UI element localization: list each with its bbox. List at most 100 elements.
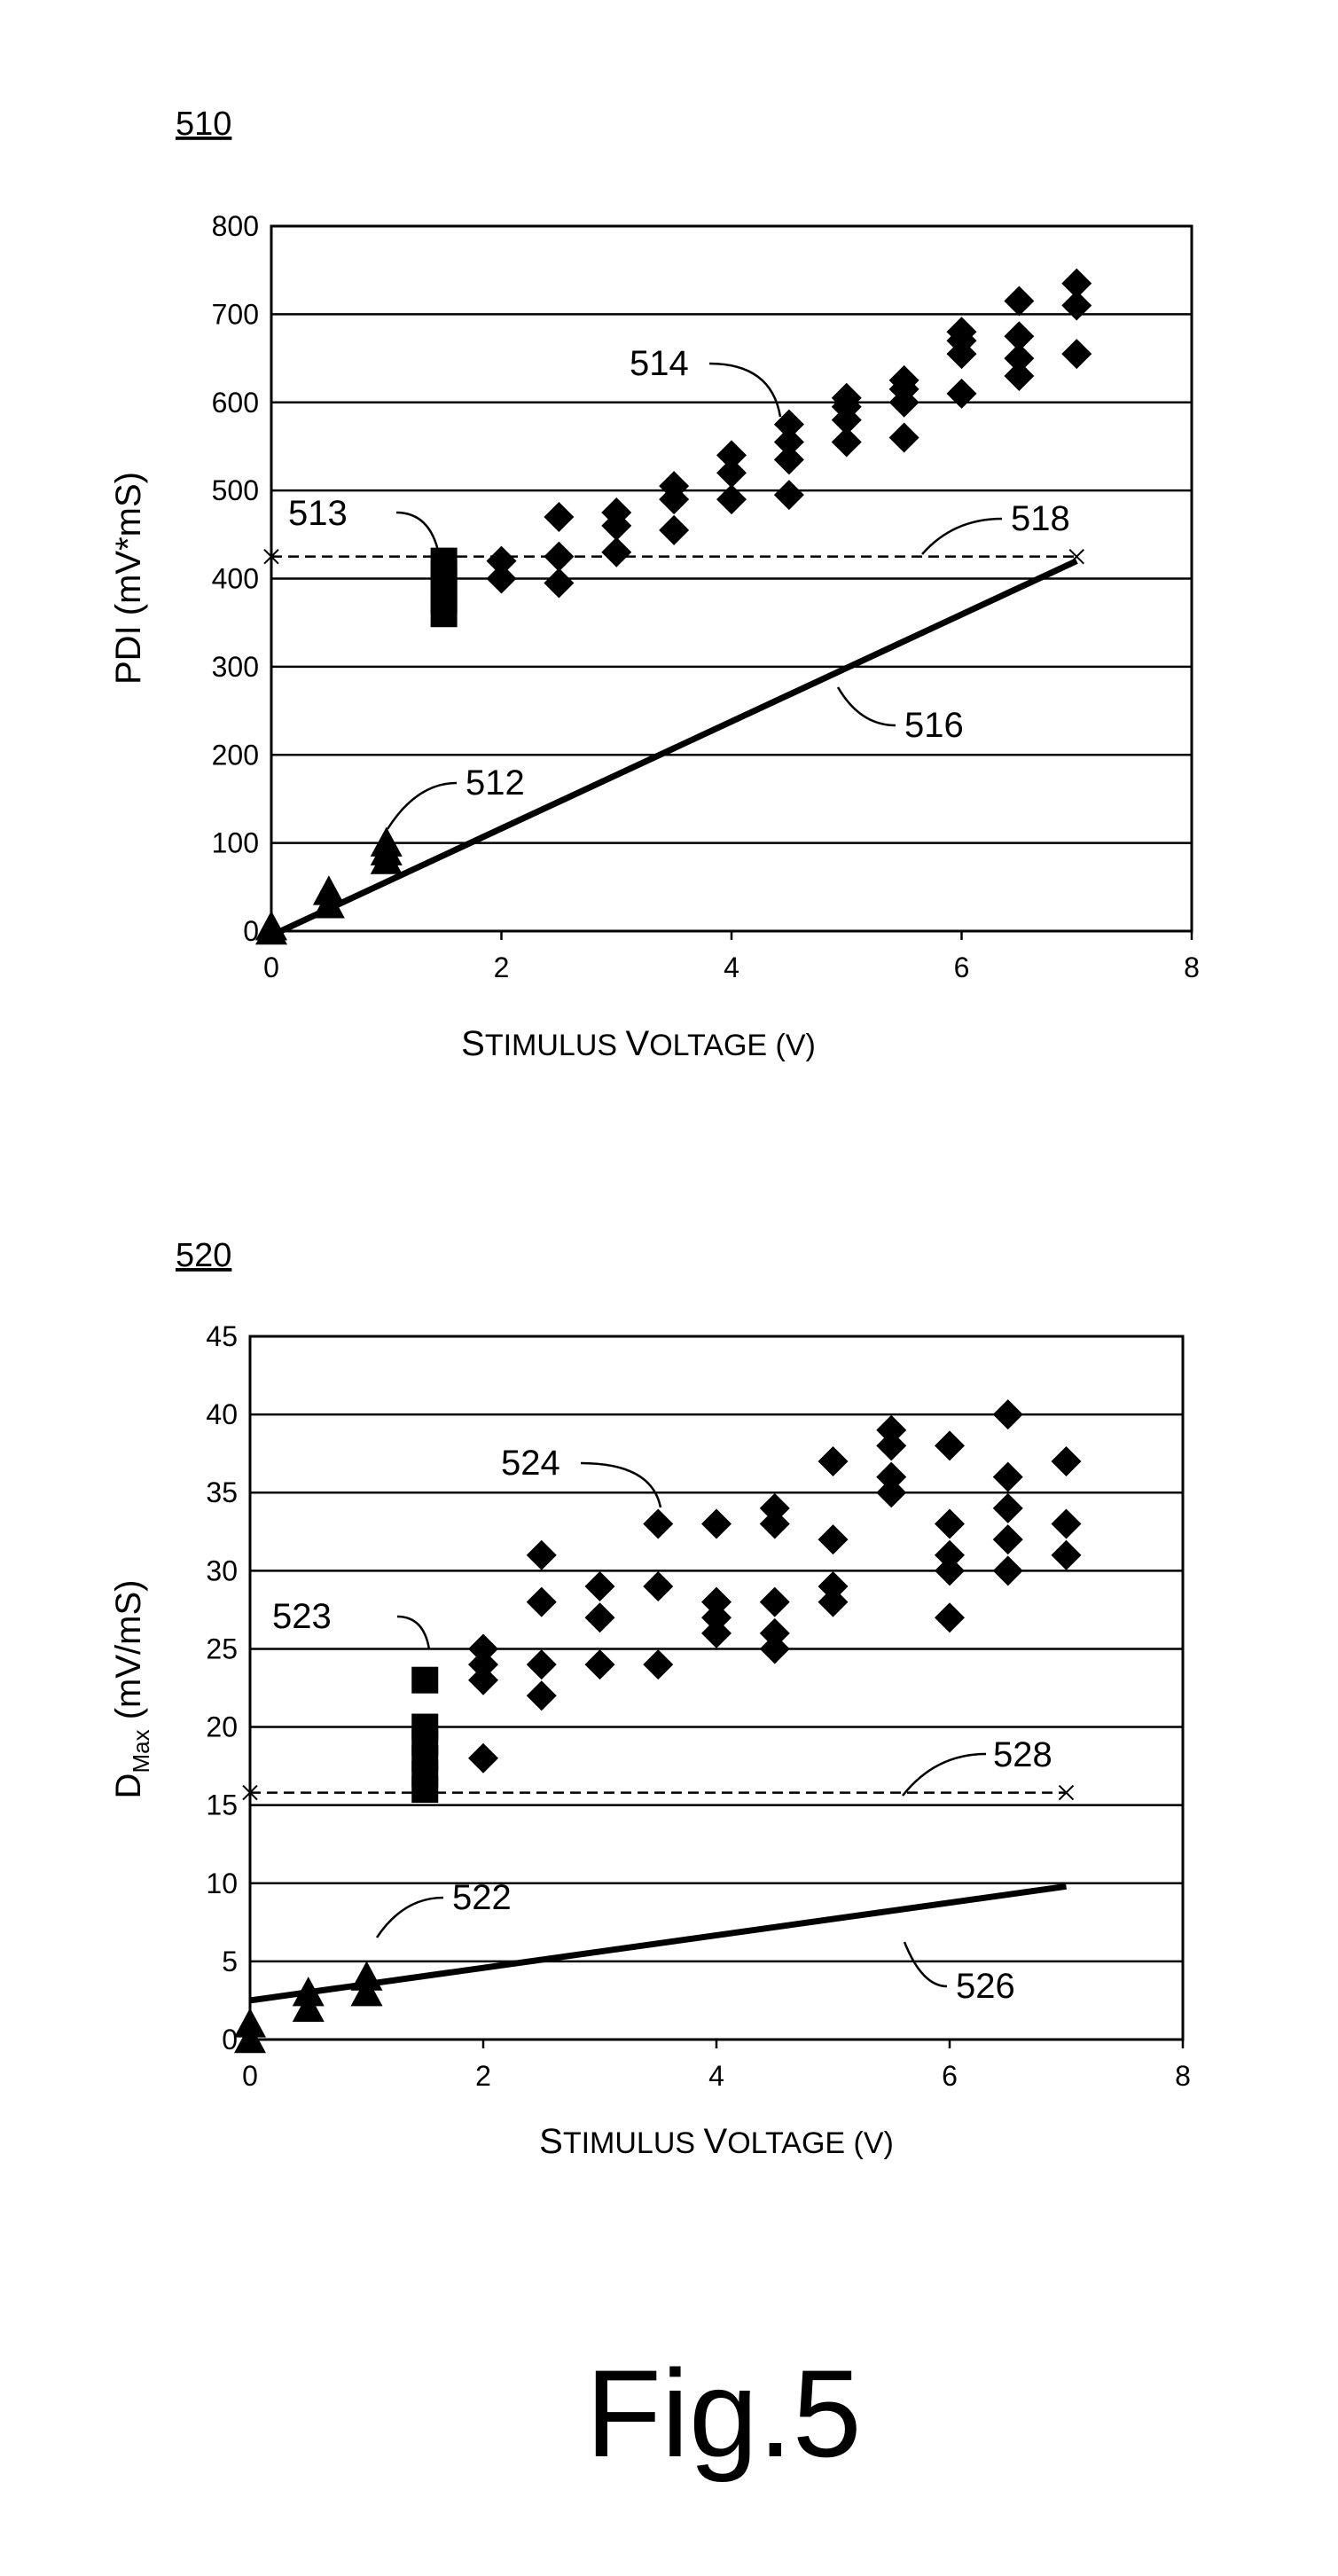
x-tick-label-8: 8 xyxy=(1175,2060,1191,2092)
x-title-cap-v: V xyxy=(626,1024,650,1063)
point-524-13 xyxy=(643,1508,673,1539)
chart-520-gridlines xyxy=(250,1414,1183,1961)
chart-510-gridlines xyxy=(271,314,1192,842)
point-524-8 xyxy=(585,1649,615,1679)
leader-512 xyxy=(387,783,457,829)
y-tick-label-100: 100 xyxy=(212,827,259,859)
x-tick-label-0: 0 xyxy=(242,2060,258,2092)
point-524-26 xyxy=(818,1446,849,1476)
point-524-22 xyxy=(760,1493,790,1523)
point-524-4 xyxy=(527,1680,557,1711)
x-tick-label-6: 6 xyxy=(954,951,970,983)
point-524-6 xyxy=(527,1587,557,1617)
point-524-37 xyxy=(993,1524,1023,1554)
x-title-oltage: OLTAGE (V) xyxy=(649,1029,816,1062)
leader-526 xyxy=(904,1942,947,1986)
y-tick-label-10: 10 xyxy=(206,1867,238,1899)
callout-522: 522 xyxy=(452,1878,512,1917)
chart-510-y-tick-labels: 0100200300400500600700800 xyxy=(212,210,259,947)
point-524-36 xyxy=(993,1555,1023,1586)
point-524-20 xyxy=(760,1587,790,1617)
x-title-timulus: TIMULUS xyxy=(485,1029,626,1062)
point-514-36 xyxy=(1061,269,1092,299)
y-tick-label-45: 45 xyxy=(206,1320,238,1352)
point-514-13 xyxy=(716,440,747,470)
point-524-17 xyxy=(701,1508,732,1539)
x-tick-label-0: 0 xyxy=(263,951,279,983)
point-524-34 xyxy=(935,1508,965,1539)
point-524-9 xyxy=(585,1602,615,1633)
point-514-5 xyxy=(601,537,631,568)
point-524-25 xyxy=(818,1524,849,1554)
point-514-3 xyxy=(544,542,574,572)
leader-524 xyxy=(581,1463,661,1507)
callout-524: 524 xyxy=(501,1444,560,1483)
y-tick-label-700: 700 xyxy=(212,298,259,330)
point-524-39 xyxy=(993,1462,1023,1492)
leader-522 xyxy=(377,1898,443,1938)
point-523-4 xyxy=(411,1714,438,1741)
y-tick-label-200: 200 xyxy=(212,739,259,771)
point-512-1 xyxy=(255,911,287,940)
point-514-32 xyxy=(1004,321,1034,351)
point-522-5 xyxy=(351,1961,383,1991)
figure-5: 510 0100200300400500600700800 02468 PDI … xyxy=(0,0,1338,2576)
y-tick-label-30: 30 xyxy=(206,1554,238,1586)
leader-518 xyxy=(922,519,1002,554)
chart-520-x-tick-labels: 0 2 4 6 8 xyxy=(242,2040,1191,2092)
y-tick-label-300: 300 xyxy=(212,651,259,683)
line-516 xyxy=(271,561,1076,936)
chart-510-y-axis-title: PDI (mV*mS) xyxy=(109,472,148,685)
point-523-5 xyxy=(411,1667,438,1694)
point-524-0 xyxy=(468,1743,498,1773)
x-tick-label-2: 2 xyxy=(494,951,510,983)
point-522-1 xyxy=(234,2008,266,2037)
callout-518: 518 xyxy=(1011,499,1070,538)
point-514-11 xyxy=(716,484,747,514)
y-tick-label-40: 40 xyxy=(206,1398,238,1430)
point-524-12 xyxy=(643,1571,673,1601)
x-tick-label-2: 2 xyxy=(475,2060,491,2092)
point-514-14 xyxy=(774,480,804,510)
x-title-cap-v: V xyxy=(704,2122,728,2161)
chart-520: 520 051015202530354045 02468 DMax (mV/mS… xyxy=(109,1237,1191,2161)
y-title-max-subscript: Max xyxy=(128,1729,154,1773)
callout-512: 512 xyxy=(466,763,525,803)
point-524-30 xyxy=(876,1415,906,1445)
point-514-8 xyxy=(659,515,689,545)
y-title-units: (mV/mS) xyxy=(109,1580,148,1730)
leader-516 xyxy=(838,687,896,725)
point-524-16 xyxy=(701,1587,732,1617)
point-524-42 xyxy=(1052,1508,1082,1539)
point-524-10 xyxy=(585,1571,615,1601)
point-524-11 xyxy=(643,1649,673,1679)
y-tick-label-400: 400 xyxy=(212,563,259,595)
point-524-28 xyxy=(876,1462,906,1492)
point-524-31 xyxy=(935,1602,965,1633)
leader-514 xyxy=(709,364,780,417)
x-tick-label-4: 4 xyxy=(708,2060,724,2092)
y-tick-label-35: 35 xyxy=(206,1476,238,1508)
point-512-6 xyxy=(371,827,403,857)
callout-516: 516 xyxy=(904,706,964,745)
chart-id-510: 510 xyxy=(176,106,231,143)
point-514-34 xyxy=(1061,339,1092,369)
point-524-35 xyxy=(935,1430,965,1460)
point-524-5 xyxy=(527,1649,557,1679)
x-tick-label-6: 6 xyxy=(942,2060,958,2092)
point-514-1 xyxy=(487,546,517,576)
point-514-4 xyxy=(544,502,574,532)
chart-520-y-tick-labels: 051015202530354045 xyxy=(206,1320,238,2055)
callout-523: 523 xyxy=(272,1597,332,1636)
point-524-19 xyxy=(760,1618,790,1648)
callout-526: 526 xyxy=(956,1967,1015,2006)
y-title-d: D xyxy=(109,1773,148,1799)
point-524-41 xyxy=(1052,1540,1082,1570)
y-tick-label-15: 15 xyxy=(206,1789,238,1821)
point-514-22 xyxy=(889,423,919,453)
point-514-33 xyxy=(1004,286,1034,316)
x-title-cap-s: S xyxy=(539,2122,563,2161)
callout-528: 528 xyxy=(993,1735,1052,1774)
callout-513: 513 xyxy=(288,494,348,533)
callout-514: 514 xyxy=(630,344,689,383)
